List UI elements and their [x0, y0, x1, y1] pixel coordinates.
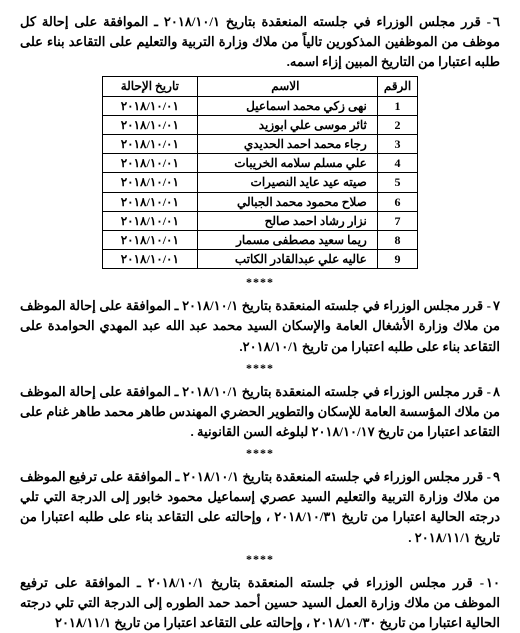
cell-date: ٢٠١٨/١٠/٠١ [102, 250, 197, 269]
table-row: 3رجاء محمد احمد الحديدي٢٠١٨/١٠/٠١ [102, 134, 417, 153]
cell-name: نزار رشاد احمد صالح [197, 211, 377, 230]
cell-idx: 3 [377, 134, 417, 153]
item-number: ٩ [493, 467, 500, 487]
header-idx: الرقم [377, 77, 417, 96]
item-number: ١٠ [486, 573, 500, 593]
cell-name: ثائر موسى علي ابوزيد [197, 115, 377, 134]
cell-name: صيته عيد عايد النصيرات [197, 173, 377, 192]
separator: **** [20, 552, 500, 567]
decision-6: ٦- قرر مجلس الوزراء في جلسته المنعقدة بت… [20, 12, 500, 72]
table-row: 5صيته عيد عايد النصيرات٢٠١٨/١٠/٠١ [102, 173, 417, 192]
cell-name: نهى زكي محمد اسماعيل [197, 96, 377, 115]
table-row: 1نهى زكي محمد اسماعيل٢٠١٨/١٠/٠١ [102, 96, 417, 115]
cell-idx: 6 [377, 192, 417, 211]
table-header-row: الرقم الاسم تاريخ الإحالة [102, 77, 417, 96]
cell-name: ريما سعيد مصطفى مسمار [197, 230, 377, 249]
retirement-table: الرقم الاسم تاريخ الإحالة 1نهى زكي محمد … [102, 76, 418, 269]
cell-date: ٢٠١٨/١٠/٠١ [102, 154, 197, 173]
decision-9: ٩- قرر مجلس الوزراء في جلسته المنعقدة بت… [20, 467, 500, 548]
header-name: الاسم [197, 77, 377, 96]
table-row: 9عاليه علي عبدالقادر الكاتب٢٠١٨/١٠/٠١ [102, 250, 417, 269]
cell-idx: 4 [377, 154, 417, 173]
cell-idx: 9 [377, 250, 417, 269]
item-number: ٧ [493, 296, 500, 316]
cell-date: ٢٠١٨/١٠/٠١ [102, 192, 197, 211]
table-row: 7نزار رشاد احمد صالح٢٠١٨/١٠/٠١ [102, 211, 417, 230]
cell-date: ٢٠١٨/١٠/٠١ [102, 115, 197, 134]
item-text: - قرر مجلس الوزراء في جلسته المنعقدة بتا… [20, 384, 500, 439]
cell-idx: 1 [377, 96, 417, 115]
cell-idx: 5 [377, 173, 417, 192]
separator: **** [20, 275, 500, 290]
table-row: 2ثائر موسى علي ابوزيد٢٠١٨/١٠/٠١ [102, 115, 417, 134]
cell-name: عاليه علي عبدالقادر الكاتب [197, 250, 377, 269]
cell-idx: 8 [377, 230, 417, 249]
cell-date: ٢٠١٨/١٠/٠١ [102, 134, 197, 153]
cell-name: علي مسلم سلامه الخريبات [197, 154, 377, 173]
header-date: تاريخ الإحالة [102, 77, 197, 96]
decision-8: ٨- قرر مجلس الوزراء في جلسته المنعقدة بت… [20, 382, 500, 442]
item-text: - قرر مجلس الوزراء في جلسته المنعقدة بتا… [20, 469, 500, 544]
cell-date: ٢٠١٨/١٠/٠١ [102, 211, 197, 230]
item-number: ٦ [493, 12, 500, 32]
cell-idx: 7 [377, 211, 417, 230]
cell-name: رجاء محمد احمد الحديدي [197, 134, 377, 153]
decision-7: ٧- قرر مجلس الوزراء في جلسته المنعقدة بت… [20, 296, 500, 356]
table-row: 8ريما سعيد مصطفى مسمار٢٠١٨/١٠/٠١ [102, 230, 417, 249]
item-text: - قرر مجلس الوزراء في جلسته المنعقدة بتا… [20, 298, 500, 353]
cell-date: ٢٠١٨/١٠/٠١ [102, 96, 197, 115]
table-row: 4علي مسلم سلامه الخريبات٢٠١٨/١٠/٠١ [102, 154, 417, 173]
item-number: ٨ [493, 382, 500, 402]
item-text: - قرر مجلس الوزراء في جلسته المنعقدة بتا… [20, 14, 500, 69]
table-row: 6صلاح محمود محمد الجبالي٢٠١٨/١٠/٠١ [102, 192, 417, 211]
separator: **** [20, 446, 500, 461]
cell-idx: 2 [377, 115, 417, 134]
cell-name: صلاح محمود محمد الجبالي [197, 192, 377, 211]
separator: **** [20, 361, 500, 376]
item-text: - قرر مجلس الوزراء في جلسته المنعقدة بتا… [20, 575, 500, 630]
decision-10: ١٠- قرر مجلس الوزراء في جلسته المنعقدة ب… [20, 573, 500, 633]
cell-date: ٢٠١٨/١٠/٠١ [102, 173, 197, 192]
cell-date: ٢٠١٨/١٠/٠١ [102, 230, 197, 249]
